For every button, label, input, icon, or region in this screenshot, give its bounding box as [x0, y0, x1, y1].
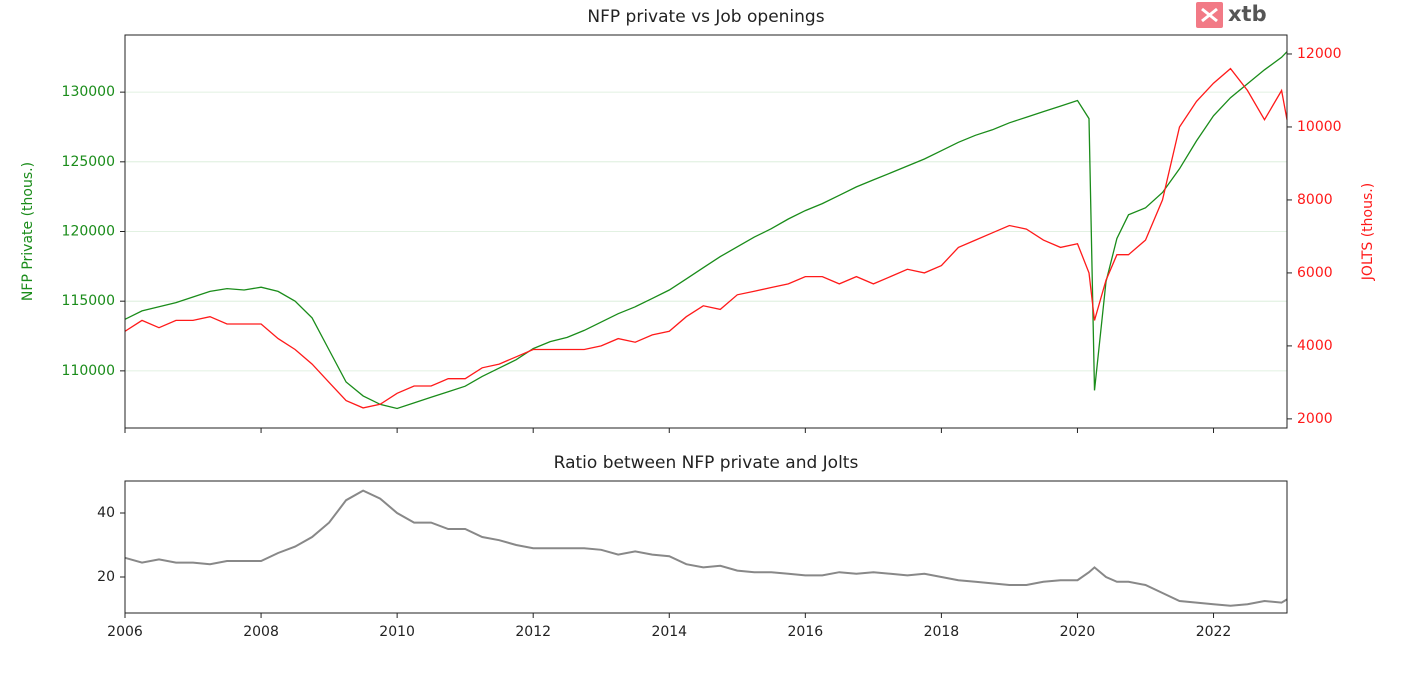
- y2-axis-label: JOLTS (thous.): [1360, 183, 1376, 281]
- x-tick-label: 2014: [651, 624, 687, 640]
- data-line: [124, 489, 1288, 607]
- y-tick-label: 110000: [62, 363, 115, 379]
- data-line: [124, 67, 1288, 409]
- data-line: [124, 51, 1288, 410]
- y2-tick-label: 4000: [1297, 338, 1333, 354]
- chart-title: NFP private vs Job openings: [587, 7, 824, 27]
- y-tick-label: 120000: [62, 224, 115, 240]
- y2-tick-label: 10000: [1297, 119, 1342, 135]
- y-tick-label: 130000: [62, 84, 115, 100]
- y-tick-label: 40: [97, 505, 115, 521]
- y2-tick-label: 8000: [1297, 192, 1333, 208]
- y2-tick-label: 12000: [1297, 46, 1342, 62]
- chart-title: Ratio between NFP private and Jolts: [554, 453, 859, 473]
- y2-tick-label: 2000: [1297, 411, 1333, 427]
- x-tick-label: 2018: [924, 624, 960, 640]
- x-tick-label: 2022: [1196, 624, 1232, 640]
- x-tick-label: 2010: [379, 624, 415, 640]
- x-tick-label: 2020: [1060, 624, 1096, 640]
- x-tick-label: 2016: [788, 624, 824, 640]
- logo-mark: [1201, 7, 1218, 23]
- plot-frame: [124, 480, 1288, 614]
- x-tick-label: 2012: [515, 624, 551, 640]
- y-axis-label: NFP Private (thous.): [20, 162, 36, 301]
- logo: xtb: [1196, 2, 1267, 28]
- y2-tick-label: 6000: [1297, 265, 1333, 281]
- y-tick-label: 20: [97, 569, 115, 585]
- y-tick-label: 115000: [62, 293, 115, 309]
- y-tick-label: 125000: [62, 154, 115, 170]
- logo-text: xtb: [1228, 2, 1267, 26]
- plot-frame: [124, 34, 1288, 429]
- x-tick-label: 2006: [107, 624, 143, 640]
- x-tick-label: 2008: [243, 624, 279, 640]
